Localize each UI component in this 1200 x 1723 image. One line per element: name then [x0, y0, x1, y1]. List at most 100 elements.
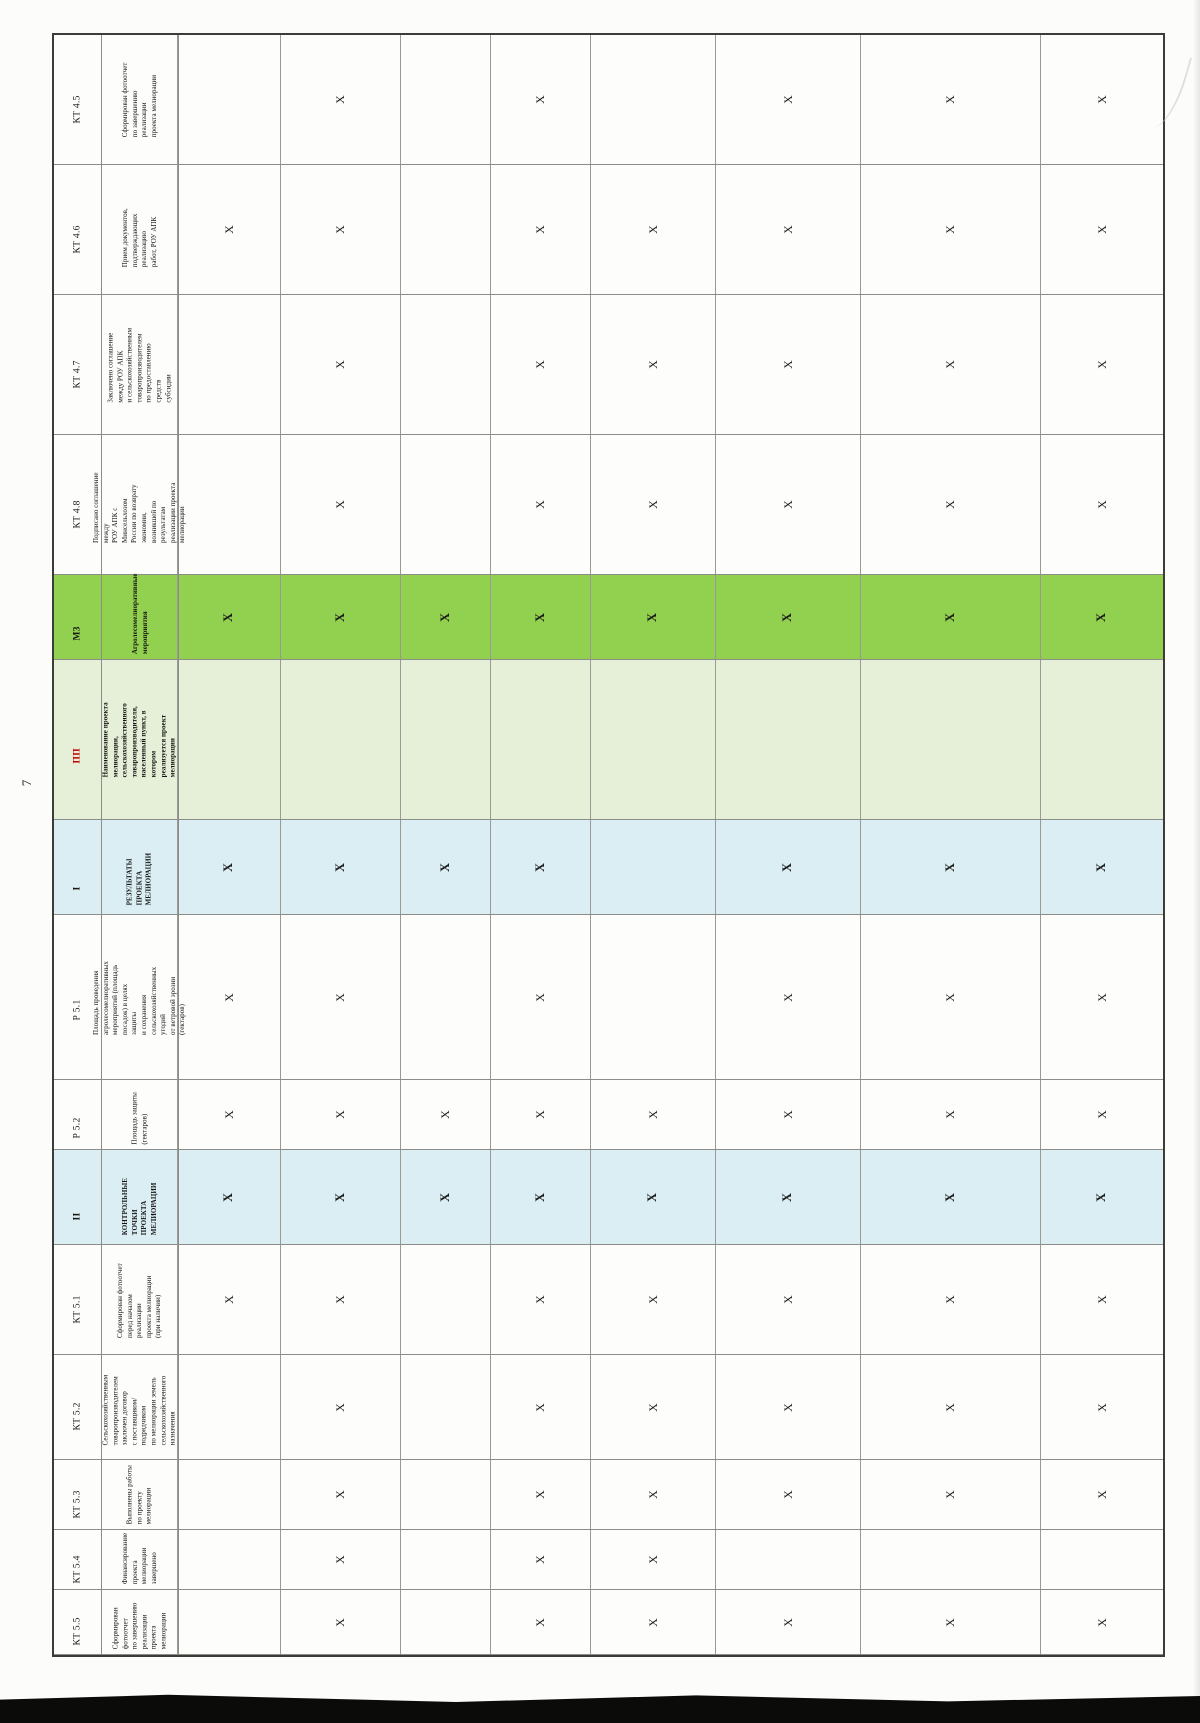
- x-cell: X: [490, 435, 590, 574]
- x-cell: X: [860, 575, 1040, 659]
- x-cell: X: [490, 915, 590, 1079]
- x-cell: X: [177, 1150, 280, 1244]
- x-mark: X: [943, 1403, 958, 1412]
- x-cell: X: [490, 1460, 590, 1529]
- x-cell: X: [590, 165, 715, 294]
- x-mark: X: [221, 1295, 236, 1304]
- x-mark: X: [333, 500, 348, 509]
- row-code: М3: [73, 594, 83, 641]
- x-mark: X: [333, 612, 348, 621]
- x-mark: X: [333, 1403, 348, 1412]
- row-description: Выполнены работыпо проектумелиорации: [126, 1465, 155, 1525]
- x-cell: [860, 1530, 1040, 1589]
- table-row: Р 5.1Площадь проведенияагролесомелиорати…: [54, 915, 1163, 1080]
- row-description: Финансированиепроектамелиорациизавершено: [121, 1535, 159, 1585]
- x-cell: [177, 1530, 280, 1589]
- row-description-cell: Подписано соглашение междуРОУ АПК с Минс…: [102, 435, 179, 574]
- x-cell: X: [280, 1150, 400, 1244]
- row-code-cell: II: [54, 1150, 102, 1244]
- scan-artifact-bottom: [0, 1693, 1200, 1723]
- x-cell: X: [1040, 1460, 1163, 1529]
- x-mark: X: [943, 360, 958, 369]
- row-code: I: [73, 844, 83, 891]
- x-mark: X: [438, 612, 453, 621]
- x-mark: X: [780, 1295, 795, 1304]
- x-cell: X: [715, 165, 860, 294]
- x-mark: X: [221, 225, 236, 234]
- x-cell: [590, 35, 715, 164]
- x-mark: X: [533, 1403, 548, 1412]
- x-mark: X: [333, 1192, 348, 1201]
- x-cell: [590, 660, 715, 819]
- x-cell: X: [1040, 575, 1163, 659]
- x-cell: X: [280, 1460, 400, 1529]
- x-cell: X: [280, 35, 400, 164]
- x-cell: X: [280, 1245, 400, 1354]
- x-cell: [400, 1530, 490, 1589]
- table-row: IРЕЗУЛЬТАТЫ ПРОЕКТАМЕЛИОРАЦИИXXXXXXX: [54, 820, 1163, 915]
- x-mark: X: [222, 612, 237, 621]
- x-cell: X: [590, 1530, 715, 1589]
- x-mark: X: [333, 862, 348, 871]
- x-cell: [400, 435, 490, 574]
- x-cell: X: [715, 435, 860, 574]
- row-description: Площадь проведенияагролесомелиоративныхм…: [92, 959, 188, 1035]
- row-code: КТ 4.7: [73, 341, 83, 388]
- x-cell: [400, 915, 490, 1079]
- x-mark: X: [646, 1192, 661, 1201]
- x-mark: X: [780, 1490, 795, 1499]
- x-mark: X: [943, 1192, 958, 1201]
- scanned-page: 7 КТ 4.5Сформирован фотоотчетпо завершен…: [0, 0, 1200, 1723]
- row-description: Наименование проектамелиорации,сельскохо…: [102, 702, 179, 778]
- x-mark: X: [333, 1490, 348, 1499]
- x-mark: X: [645, 500, 660, 509]
- row-code: КТ 5.1: [73, 1276, 83, 1323]
- x-cell: [177, 295, 280, 434]
- x-mark: X: [780, 1403, 795, 1412]
- x-cell: X: [715, 575, 860, 659]
- x-cell: X: [1040, 295, 1163, 434]
- x-cell: X: [177, 1080, 280, 1149]
- row-code-cell: КТ 5.2: [54, 1355, 102, 1459]
- row-description-cell: Наименование проектамелиорации,сельскохо…: [102, 660, 179, 819]
- row-description: РЕЗУЛЬТАТЫ ПРОЕКТАМЕЛИОРАЦИИ: [126, 829, 155, 905]
- x-cell: [400, 1245, 490, 1354]
- x-mark: X: [645, 1295, 660, 1304]
- x-mark: X: [646, 612, 661, 621]
- row-description-cell: РЕЗУЛЬТАТЫ ПРОЕКТАМЕЛИОРАЦИИ: [102, 820, 179, 914]
- x-cell: X: [490, 165, 590, 294]
- row-code: КТ 5.3: [73, 1471, 83, 1518]
- x-mark: X: [333, 360, 348, 369]
- table-row: КТ 5.4Финансированиепроектамелиорациизав…: [54, 1530, 1163, 1590]
- x-mark: X: [438, 1110, 453, 1119]
- x-mark: X: [780, 993, 795, 1002]
- x-mark: X: [1094, 1490, 1109, 1499]
- row-description: Сформирован фотоотчетперед началом реали…: [116, 1262, 164, 1338]
- row-code: КТ 5.5: [73, 1599, 83, 1646]
- x-cell: X: [860, 820, 1040, 914]
- row-code: ПП: [73, 716, 83, 763]
- table-row: ПП Наименование проектамелиорации,сельско…: [54, 660, 1163, 820]
- x-mark: X: [781, 862, 796, 871]
- x-cell: X: [860, 1245, 1040, 1354]
- row-code-cell: КТ 4.5: [54, 35, 102, 164]
- x-cell: X: [400, 820, 490, 914]
- row-description-cell: Сформированфотоотчетпо завершениюреализа…: [102, 1590, 179, 1654]
- x-mark: X: [333, 993, 348, 1002]
- x-cell: X: [715, 1150, 860, 1244]
- x-cell: X: [715, 1355, 860, 1459]
- x-mark: X: [533, 1110, 548, 1119]
- x-mark: X: [533, 360, 548, 369]
- x-cell: X: [715, 1080, 860, 1149]
- x-mark: X: [333, 95, 348, 104]
- x-mark: X: [645, 225, 660, 234]
- table-row: М3АгролесомелиоративныемероприятияXXXXXX…: [54, 575, 1163, 660]
- x-cell: X: [490, 820, 590, 914]
- x-cell: X: [1040, 1590, 1163, 1654]
- row-description-cell: Заключено соглашениемежду РОУ АПКи сельс…: [102, 295, 179, 434]
- x-mark: X: [780, 500, 795, 509]
- x-cell: X: [400, 575, 490, 659]
- x-mark: X: [645, 1490, 660, 1499]
- x-cell: [400, 1460, 490, 1529]
- x-cell: X: [1040, 820, 1163, 914]
